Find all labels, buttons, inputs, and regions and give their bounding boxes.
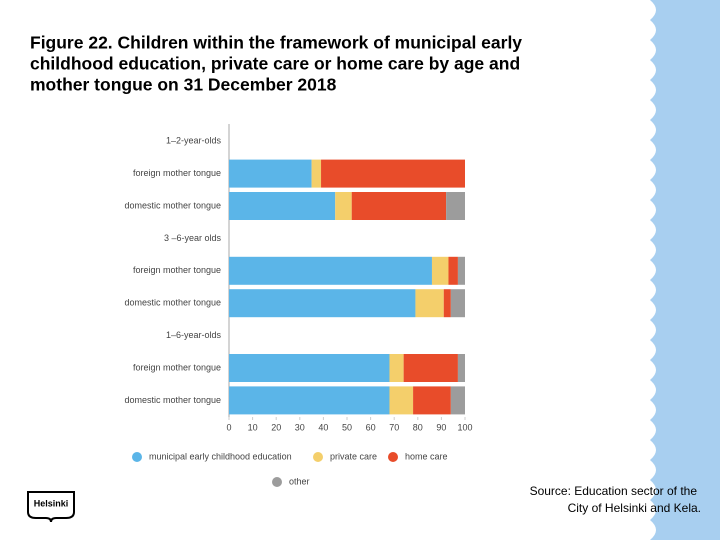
category-label: foreign mother tongue [133, 168, 221, 178]
x-tick-label: 10 [248, 422, 258, 432]
legend-swatch [313, 452, 323, 462]
legend-swatch [272, 477, 282, 487]
x-tick-label: 70 [389, 422, 399, 432]
bar-segment [335, 192, 352, 220]
bar-segment [389, 386, 414, 415]
bar-segment [457, 354, 465, 382]
category-label: foreign mother tongue [133, 265, 221, 275]
legend-label: municipal early childhood education [149, 451, 292, 461]
category-label: foreign mother tongue [133, 362, 221, 372]
category-label: 3 –6-year olds [164, 233, 222, 243]
source-line: City of Helsinki and Kela. [568, 501, 701, 515]
bar-segment [311, 159, 322, 188]
bar-segment [450, 289, 465, 318]
x-tick-label: 40 [318, 422, 328, 432]
x-tick-label: 90 [436, 422, 446, 432]
bar-segment [443, 289, 451, 318]
title-line: childhood education, private care or hom… [30, 54, 520, 74]
category-label: 1–6-year-olds [166, 330, 222, 340]
bar-segment [229, 386, 390, 415]
x-tick-label: 30 [295, 422, 305, 432]
bar-segment [229, 159, 312, 188]
x-tick-label: 100 [457, 422, 472, 432]
logo-text: Helsinki [34, 498, 69, 508]
x-tick-label: 20 [271, 422, 281, 432]
bar-segment [321, 159, 465, 188]
legend-label: other [289, 476, 310, 486]
source-line: Source: Education sector of the [530, 484, 698, 498]
bar-segment [413, 386, 451, 415]
bar-segment [389, 354, 404, 382]
bar-segment [229, 256, 432, 285]
bar-segment [431, 256, 449, 285]
bar-segment [229, 192, 336, 220]
category-label: domestic mother tongue [124, 395, 221, 405]
legend-label: private care [330, 451, 377, 461]
x-tick-label: 0 [226, 422, 231, 432]
bar-segment [403, 354, 458, 382]
category-label: 1–2-year-olds [166, 136, 222, 146]
bar-segment [448, 256, 458, 285]
title-line: Figure 22. Children within the framework… [30, 33, 522, 53]
legend-swatch [388, 452, 398, 462]
bar-segment [457, 256, 465, 285]
bar-segment [450, 386, 465, 415]
title-line: mother tongue on 31 December 2018 [30, 75, 337, 95]
decorative-strip [650, 0, 720, 540]
bar-segment [229, 354, 390, 382]
legend-swatch [132, 452, 142, 462]
x-tick-label: 60 [366, 422, 376, 432]
category-label: domestic mother tongue [124, 298, 221, 308]
bar-segment [415, 289, 444, 318]
x-tick-label: 50 [342, 422, 352, 432]
x-tick-label: 80 [413, 422, 423, 432]
bar-segment [229, 289, 416, 318]
logo-crest [27, 491, 75, 523]
bar-segment [351, 192, 447, 220]
bar-segment [446, 192, 465, 220]
legend-label: home care [405, 451, 448, 461]
category-label: domestic mother tongue [124, 200, 221, 210]
